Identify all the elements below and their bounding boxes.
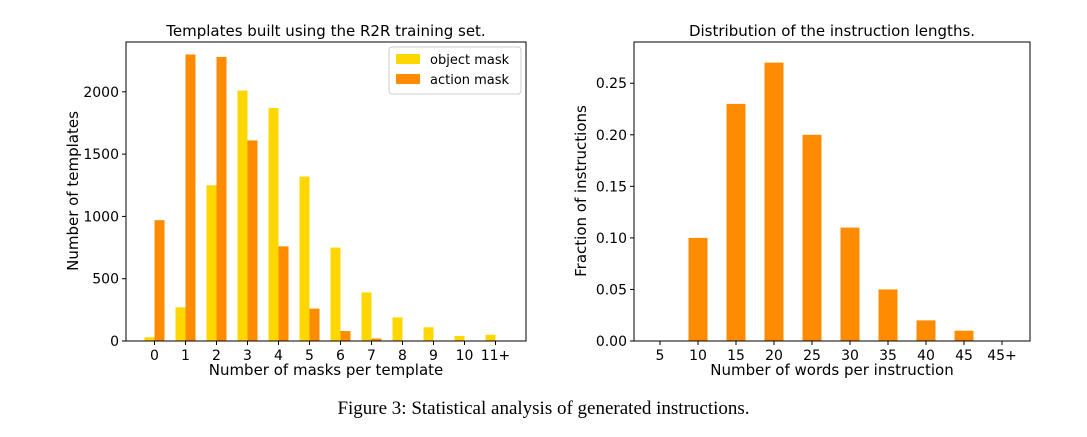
chart-lengths-frame [633, 41, 1031, 342]
legend-label-action-mask: action mask [430, 73, 510, 88]
bar-templates-object-mask-9 [423, 327, 434, 341]
bar-templates-action-mask-2 [216, 56, 227, 341]
figure-caption: Figure 3: Statistical analysis of genera… [337, 398, 750, 419]
xtick-label-templates: 1 [181, 348, 190, 364]
xtick-label-lengths: 15 [727, 348, 745, 364]
bar-templates-object-mask-7 [361, 292, 372, 341]
xtick-label-templates: 0 [150, 348, 159, 364]
xtick-label-templates: 6 [336, 348, 345, 364]
bar-templates-action-mask-5 [309, 308, 320, 341]
xtick-label-templates: 2 [212, 348, 221, 364]
ytick-label-templates: 0 [110, 334, 119, 350]
xtick-label-templates: 4 [274, 348, 283, 364]
bar-lengths-series-30 [840, 227, 860, 341]
xtick-label-lengths: 40 [917, 348, 935, 364]
bar-lengths-series-40 [916, 320, 936, 341]
bar-templates-action-mask-4 [278, 246, 289, 341]
bar-templates-object-mask-3 [237, 90, 248, 342]
ytick-label-templates: 500 [92, 272, 119, 288]
legend-swatch-action-mask [396, 74, 420, 84]
xtick-label-templates: 7 [367, 348, 376, 364]
chart-templates-legend: object mask action mask [388, 46, 522, 95]
bar-templates-object-mask-6 [330, 247, 341, 341]
xtick-label-templates: 10 [456, 348, 474, 364]
chart-templates-frame [125, 41, 527, 342]
bar-lengths-series-25 [802, 134, 822, 341]
ytick-label-templates: 1500 [83, 147, 119, 163]
xtick-label-templates: 9 [429, 348, 438, 364]
ytick-label-lengths: 0.25 [596, 76, 627, 92]
xtick-label-lengths: 45 [955, 348, 973, 364]
bar-templates-action-mask-6 [340, 331, 351, 341]
legend-label-object-mask: object mask [430, 53, 510, 68]
chart-templates: Templates built using the R2R training s… [64, 22, 527, 379]
bar-templates-object-mask-10 [454, 336, 465, 341]
xtick-label-lengths: 35 [879, 348, 897, 364]
chart-lengths-title: Distribution of the instruction lengths. [689, 22, 975, 40]
ytick-label-templates: 2000 [83, 85, 119, 101]
bar-templates-object-mask-4 [268, 108, 279, 341]
chart-templates-ylabel: Number of templates [64, 111, 82, 271]
bar-lengths-series-10 [688, 237, 708, 341]
ytick-label-lengths: 0.00 [596, 334, 627, 350]
bar-templates-object-mask-0 [144, 337, 155, 341]
xtick-label-lengths: 25 [803, 348, 821, 364]
chart-lengths-xlabel: Number of words per instruction [710, 361, 953, 379]
xtick-label-templates: 8 [398, 348, 407, 364]
xtick-label-templates: 3 [243, 348, 252, 364]
xtick-label-templates: 11+ [481, 348, 511, 364]
bar-lengths-series-20 [764, 62, 784, 341]
bar-templates-action-mask-7 [371, 338, 382, 341]
chart-instruction-lengths: Distribution of the instruction lengths.… [572, 22, 1031, 379]
ytick-label-lengths: 0.15 [596, 179, 627, 195]
ytick-label-templates: 1000 [83, 209, 119, 225]
bar-templates-object-mask-8 [392, 317, 403, 341]
ytick-label-lengths: 0.05 [596, 282, 627, 298]
ytick-label-lengths: 0.10 [596, 231, 627, 247]
chart-templates-title: Templates built using the R2R training s… [165, 22, 485, 40]
legend-swatch-object-mask [396, 54, 420, 64]
bar-templates-action-mask-0 [154, 220, 165, 341]
bar-templates-action-mask-1 [185, 54, 196, 341]
xtick-label-lengths: 45+ [987, 348, 1017, 364]
bar-templates-object-mask-5 [299, 176, 310, 341]
bar-templates-action-mask-3 [247, 140, 258, 341]
bar-templates-object-mask-2 [206, 185, 217, 341]
bar-lengths-series-45 [954, 330, 974, 341]
xtick-label-templates: 5 [305, 348, 314, 364]
legend-box [388, 46, 522, 95]
ytick-label-lengths: 0.20 [596, 128, 627, 144]
bar-lengths-series-35 [878, 289, 898, 341]
bar-lengths-series-15 [726, 103, 746, 342]
xtick-label-lengths: 20 [765, 348, 783, 364]
chart-lengths-ylabel: Fraction of instructions [572, 105, 590, 277]
bar-templates-object-mask-1 [175, 307, 186, 341]
xtick-label-lengths: 30 [841, 348, 859, 364]
xtick-label-lengths: 10 [689, 348, 707, 364]
chart-templates-xlabel: Number of masks per template [209, 361, 444, 379]
xtick-label-lengths: 5 [656, 348, 665, 364]
bar-templates-object-mask-11+ [485, 334, 496, 341]
